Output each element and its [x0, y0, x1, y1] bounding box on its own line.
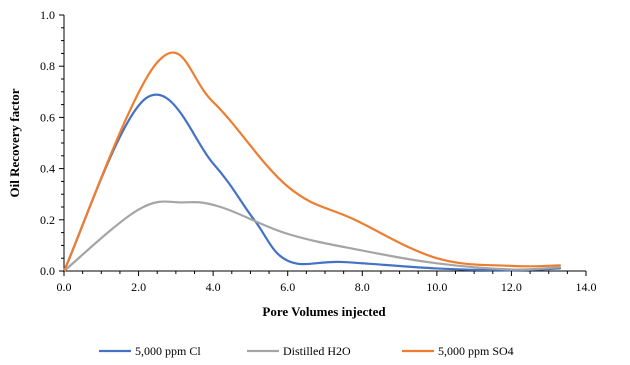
y-tick-label: 1.0: [40, 8, 55, 22]
legend-item-distilled-h2o: Distilled H2O: [247, 344, 351, 358]
ticks-layer: 0.0 2.0 4.0 6.0 8.0 10.0 12.0 14.0 0.0 0.2 0.4 0.6 0…: [40, 8, 597, 294]
x-tick-label: 8.0: [355, 280, 370, 294]
series-layer: [62, 51, 561, 273]
x-tick-label: 12.0: [501, 280, 522, 294]
x-tick-label: 10.0: [426, 280, 447, 294]
x-tick-label: 4.0: [206, 280, 221, 294]
x-axis-title: Pore Volumes injected: [262, 304, 386, 319]
x-tick-label: 6.0: [280, 280, 295, 294]
y-tick-label: 0.4: [40, 162, 55, 176]
legend-label: Distilled H2O: [283, 344, 351, 358]
series-line-5-000-ppm-so4: [62, 51, 561, 273]
x-tick-label: 14.0: [576, 280, 597, 294]
legend: 5,000 ppm Cl Distilled H2O 5,000 ppm SO4: [99, 344, 514, 358]
series-line-5-000-ppm-cl: [62, 93, 561, 273]
legend-label: 5,000 ppm Cl: [135, 344, 201, 358]
series-line-distilled-h2o: [62, 200, 561, 273]
y-tick-label: 0.8: [40, 59, 55, 73]
y-tick-label: 0.2: [40, 213, 55, 227]
x-tick-label: 0.0: [57, 280, 72, 294]
y-tick-label: 0.6: [40, 110, 55, 124]
y-tick-label: 0.0: [40, 264, 55, 278]
x-tick-label: 2.0: [131, 280, 146, 294]
y-axis-title: Oil Recovery factor: [7, 88, 22, 197]
legend-item-5-000-ppm-cl: 5,000 ppm Cl: [99, 344, 201, 358]
axes: [63, 15, 586, 272]
legend-label: 5,000 ppm SO4: [438, 344, 514, 358]
legend-item-5-000-ppm-so4: 5,000 ppm SO4: [402, 344, 514, 358]
